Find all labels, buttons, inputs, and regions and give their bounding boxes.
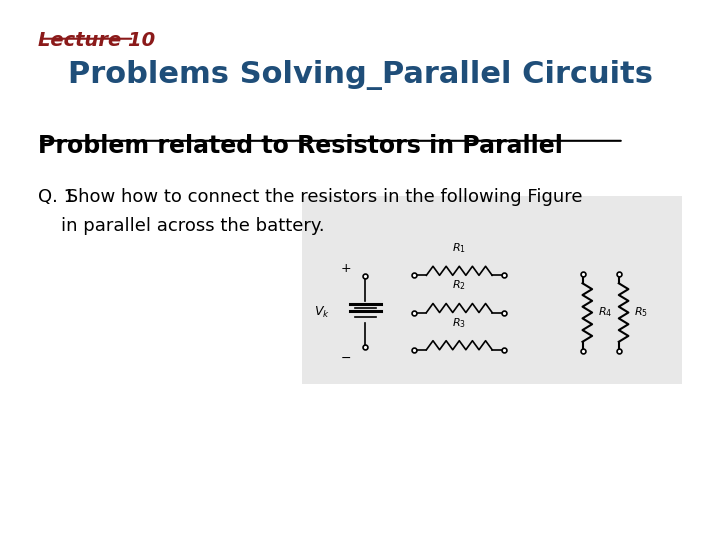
Text: Problems Solving_Parallel Circuits: Problems Solving_Parallel Circuits (68, 60, 652, 90)
Text: Show how to connect the resistors in the following Figure: Show how to connect the resistors in the… (38, 187, 582, 206)
Text: +: + (341, 262, 351, 275)
Text: $R_3$: $R_3$ (452, 316, 467, 329)
Text: Problem related to Resistors in Parallel: Problem related to Resistors in Parallel (38, 134, 563, 158)
Text: $V_k$: $V_k$ (314, 305, 330, 320)
Text: Lecture 10: Lecture 10 (38, 31, 156, 50)
Text: Q. 1: Q. 1 (38, 187, 75, 206)
Bar (302, 195, 682, 384)
Text: $R_5$: $R_5$ (634, 306, 648, 320)
Text: $R_4$: $R_4$ (598, 306, 612, 320)
Text: −: − (341, 352, 351, 365)
Text: in parallel across the battery.: in parallel across the battery. (38, 217, 325, 235)
Text: $R_1$: $R_1$ (452, 241, 467, 255)
Text: $R_2$: $R_2$ (452, 279, 467, 292)
